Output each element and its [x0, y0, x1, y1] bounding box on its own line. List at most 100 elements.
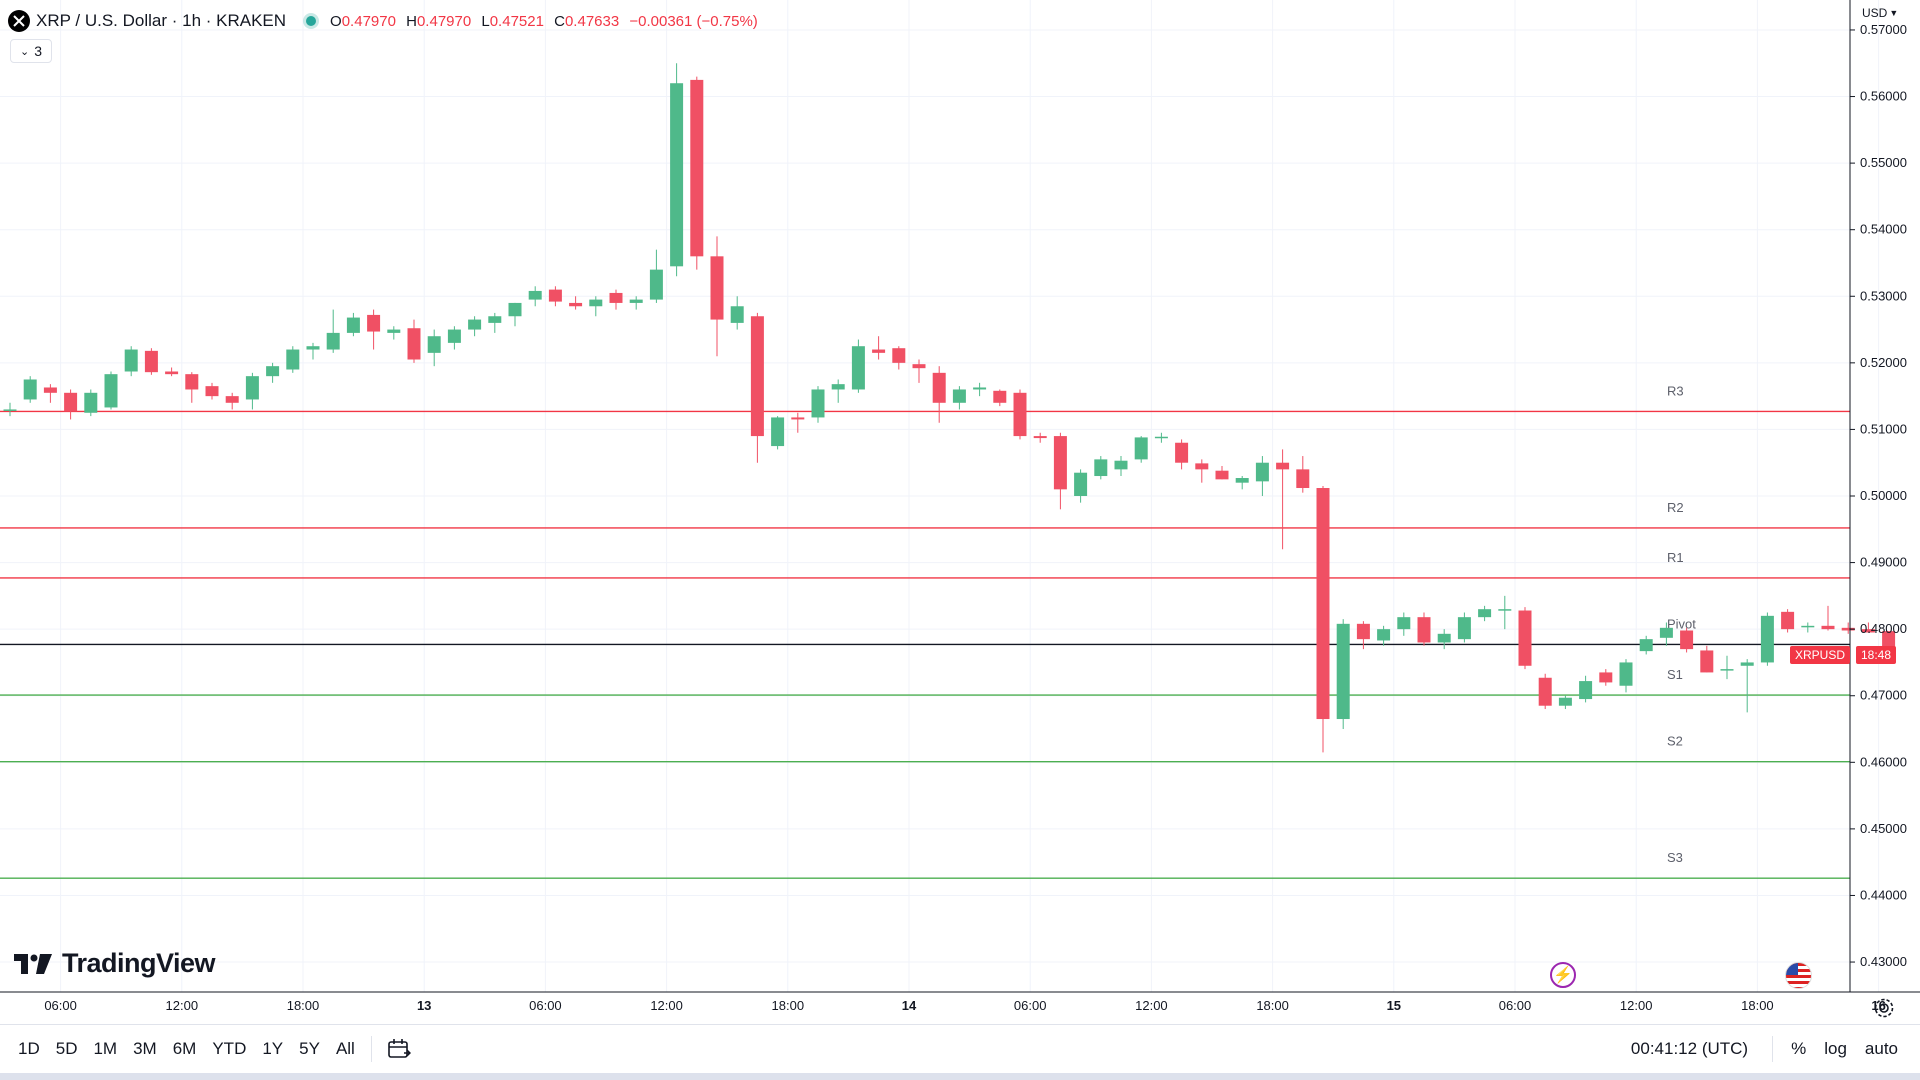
brand-name: TradingView [62, 948, 216, 978]
candle-body [629, 299, 643, 303]
candle-body [266, 366, 280, 377]
bottom-toolbar: 1D 5D 1M 3M 6M YTD 1Y 5Y All 00:41:12 (U… [0, 1024, 1920, 1073]
price-axis[interactable]: 0.57000 0.56000 0.55000 0.54000 0.53000 0.520… [1849, 0, 1907, 992]
candle-body [124, 349, 138, 372]
candle-body [1356, 623, 1370, 640]
candle-body [387, 329, 401, 333]
calendar-goto-icon[interactable] [386, 1037, 412, 1061]
lightning-icon[interactable]: ⚡ [1550, 962, 1576, 988]
y-tick-label: 0.49000 [1860, 555, 1907, 570]
candle-body [1579, 681, 1593, 700]
candle-body [993, 390, 1007, 403]
symbol-title[interactable]: XRP / U.S. Dollar · 1h · KRAKEN [36, 11, 287, 30]
candle-body [932, 372, 946, 403]
candle-body [326, 332, 340, 350]
y-tick-label: 0.56000 [1860, 89, 1907, 104]
x-tick-label: 12:00 [650, 998, 683, 1013]
candle-body [1296, 469, 1310, 489]
candle-body [1478, 609, 1492, 618]
candle-body [1053, 436, 1067, 490]
y-tick-label: 0.52000 [1860, 355, 1907, 370]
candle-body [43, 387, 57, 393]
x-tick-label: 18:00 [287, 998, 320, 1013]
level-label-r1: R1 [1667, 550, 1684, 565]
x-tick-label: 14 [902, 998, 917, 1013]
us-flag-icon[interactable] [1785, 962, 1812, 989]
open-value: 0.47970 [341, 12, 396, 30]
candle-body [185, 374, 199, 390]
x-tick-label: 18:00 [1256, 998, 1289, 1013]
candle-body [649, 269, 663, 300]
candle-body [1033, 436, 1047, 439]
x-tick-label: 06:00 [1014, 998, 1047, 1013]
candle-body [1861, 629, 1875, 633]
candle-body [1659, 627, 1673, 638]
candle-body [1094, 459, 1108, 477]
scale-controls: 00:41:12 (UTC) % log auto [1631, 1025, 1898, 1073]
toolbar-divider [1772, 1036, 1774, 1062]
candle-body [23, 379, 37, 400]
currency-selector[interactable]: USD ▼ [1862, 6, 1898, 20]
candle-body [690, 79, 704, 257]
candle-body [952, 389, 966, 403]
xrp-logo-icon [8, 10, 30, 32]
candle-body [892, 348, 906, 363]
level-label-s1: S1 [1667, 667, 1683, 682]
percent-scale-toggle[interactable]: % [1791, 1039, 1807, 1058]
candle-body [1215, 470, 1229, 480]
candle-body [1134, 437, 1148, 460]
candle-body [1760, 615, 1774, 663]
range-6m-button[interactable]: 6M [172, 1039, 197, 1058]
candle-body [1457, 617, 1471, 640]
range-5d-button[interactable]: 5D [55, 1039, 78, 1058]
gear-icon[interactable] [1872, 996, 1896, 1020]
indicators-toggle-button[interactable]: ⌄ 3 [10, 39, 52, 63]
y-tick-label: 0.46000 [1860, 754, 1907, 769]
candle-body [851, 346, 865, 390]
candle-body [730, 306, 744, 323]
candle-body [1740, 662, 1754, 666]
candle-body [306, 346, 320, 350]
utc-clock[interactable]: 00:41:12 (UTC) [1630, 1039, 1749, 1058]
candle-body [528, 290, 542, 300]
log-scale-toggle[interactable]: log [1824, 1039, 1847, 1058]
range-1m-button[interactable]: 1M [93, 1039, 118, 1058]
high-label: H [406, 12, 417, 30]
y-tick-label: 0.50000 [1860, 488, 1907, 503]
candle-body [1397, 617, 1411, 630]
candle-body [1417, 617, 1431, 643]
candle-body [1801, 625, 1815, 628]
low-value: 0.47521 [489, 12, 544, 30]
x-tick-label: 12:00 [166, 998, 199, 1013]
range-ytd-button[interactable]: YTD [212, 1039, 247, 1058]
candle-body [609, 292, 623, 303]
x-tick-label: 18:00 [772, 998, 805, 1013]
y-tick-label: 0.54000 [1860, 222, 1907, 237]
range-all-button[interactable]: All [335, 1039, 355, 1058]
range-3m-button[interactable]: 3M [133, 1039, 157, 1058]
candle-body [1276, 462, 1290, 470]
candle-body [1720, 669, 1734, 671]
candle-body [1498, 609, 1512, 611]
candle-body [1841, 627, 1855, 631]
candle-body [346, 317, 360, 333]
candle-body [1538, 677, 1552, 706]
candle-body [84, 392, 98, 413]
candle-body [750, 316, 764, 437]
y-tick-label: 0.53000 [1860, 288, 1907, 303]
candle-body [548, 289, 562, 302]
candle-body [407, 328, 421, 360]
auto-scale-toggle[interactable]: auto [1864, 1039, 1898, 1058]
y-tick-label: 0.43000 [1860, 954, 1907, 969]
pivot-levels: R3 R2 R1 Pivot S1 S2 S3 [0, 383, 1850, 879]
range-5y-button[interactable]: 5Y [299, 1039, 320, 1058]
low-label: L [481, 12, 490, 30]
range-1y-button[interactable]: 1Y [262, 1039, 284, 1058]
candle-body [912, 364, 926, 369]
time-axis[interactable]: 06:00 12:00 18:00 13 06:00 12:00 18:00 14 06:00 1… [0, 991, 1920, 1013]
close-label: C [554, 12, 565, 30]
range-1d-button[interactable]: 1D [18, 1039, 40, 1058]
tradingview-logo[interactable]: TradingView [14, 948, 216, 979]
candle-body [245, 376, 259, 400]
